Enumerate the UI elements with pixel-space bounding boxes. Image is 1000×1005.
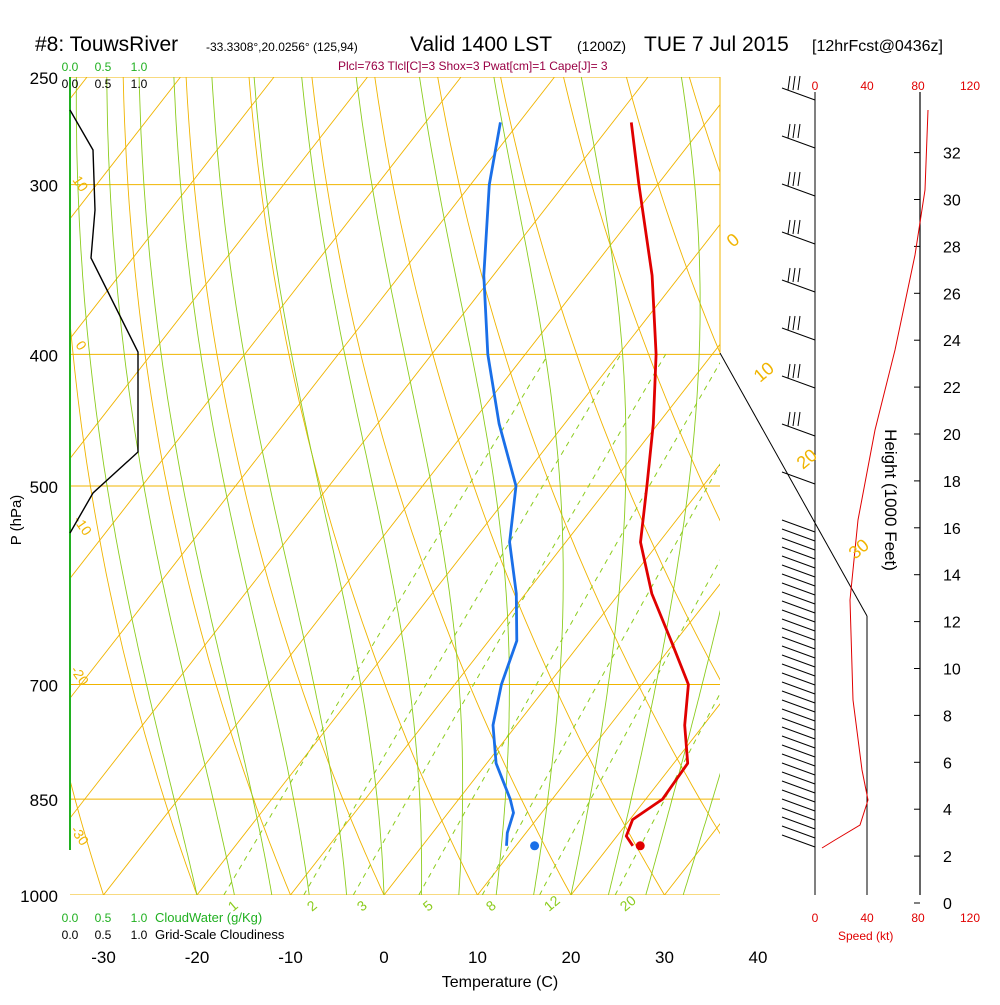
speed-tick-bottom: 80 bbox=[911, 911, 925, 925]
height-tick-label: 32 bbox=[943, 146, 961, 163]
height-tick-label: 10 bbox=[943, 662, 961, 679]
zulu-time: (1200Z) bbox=[577, 38, 626, 54]
speed-tick-top: 80 bbox=[911, 79, 925, 93]
pressure-tick-label: 250 bbox=[30, 69, 58, 88]
cloudiness-tick-bottom: 0.0 bbox=[62, 928, 79, 942]
station-title: #8: TouwsRiver bbox=[35, 33, 178, 56]
cloudiness-tick-top: 1.0 bbox=[131, 77, 148, 91]
forecast-hour: [12hrFcst@0436z] bbox=[812, 38, 943, 55]
x-tick-label: -20 bbox=[185, 948, 210, 967]
height-tick-label: 0 bbox=[943, 896, 952, 913]
pressure-tick-label: 850 bbox=[30, 791, 58, 810]
cloudiness-tick-bottom: 0.5 bbox=[95, 928, 112, 942]
x-tick-label: -10 bbox=[278, 948, 303, 967]
speed-tick-top: 0 bbox=[812, 79, 819, 93]
y-axis-title: P (hPa) bbox=[8, 495, 25, 546]
pressure-tick-label: 1000 bbox=[20, 887, 58, 906]
height-tick-label: 22 bbox=[943, 380, 961, 397]
x-tick-label: 40 bbox=[749, 948, 768, 967]
x-tick-label: 20 bbox=[562, 948, 581, 967]
height-tick-label: 30 bbox=[943, 193, 961, 210]
height-tick-label: 28 bbox=[943, 239, 961, 256]
x-axis-title: Temperature (C) bbox=[442, 974, 558, 991]
x-tick-label: 0 bbox=[379, 948, 388, 967]
height-tick-label: 26 bbox=[943, 286, 961, 303]
cloud-tick-top: 1.0 bbox=[131, 60, 148, 74]
height-tick-label: 18 bbox=[943, 474, 961, 491]
height-tick-label: 24 bbox=[943, 333, 961, 350]
forecast-date: TUE 7 Jul 2015 bbox=[644, 33, 789, 56]
surface-dewpoint-marker bbox=[530, 841, 539, 850]
cloudiness-tick-top: 0.5 bbox=[95, 77, 112, 91]
valid-time: Valid 1400 LST bbox=[410, 33, 552, 56]
cloud-tick-top: 0.0 bbox=[62, 60, 79, 74]
cloudiness-tick-bottom: 1.0 bbox=[131, 928, 148, 942]
height-tick-label: 6 bbox=[943, 755, 952, 772]
wind-speed-axis-title: Speed (kt) bbox=[838, 929, 893, 943]
cloud-tick-bottom: 0.0 bbox=[62, 911, 79, 925]
height-axis-title: Height (1000 Feet) bbox=[881, 429, 900, 571]
station-location: -33.3308°,20.0256° (125,94) bbox=[206, 40, 358, 54]
height-tick-label: 16 bbox=[943, 521, 961, 538]
height-tick-label: 14 bbox=[943, 568, 961, 585]
pressure-tick-label: 500 bbox=[30, 478, 58, 497]
cloudiness-label: Grid-Scale Cloudiness bbox=[155, 927, 285, 942]
cloud-tick-bottom: 1.0 bbox=[131, 911, 148, 925]
speed-tick-top: 120 bbox=[960, 79, 980, 93]
speed-tick-bottom: 0 bbox=[812, 911, 819, 925]
pressure-tick-label: 300 bbox=[30, 177, 58, 196]
pressure-tick-label: 400 bbox=[30, 346, 58, 365]
cloudwater-label: CloudWater (g/Kg) bbox=[155, 910, 262, 925]
height-tick-label: 4 bbox=[943, 802, 952, 819]
x-tick-label: 10 bbox=[468, 948, 487, 967]
speed-tick-top: 40 bbox=[860, 79, 874, 93]
stability-indices: Plcl=763 Tlcl[C]=3 Shox=3 Pwat[cm]=1 Cap… bbox=[338, 59, 608, 73]
speed-tick-bottom: 40 bbox=[860, 911, 874, 925]
height-tick-label: 2 bbox=[943, 849, 952, 866]
pressure-tick-label: 700 bbox=[30, 677, 58, 696]
x-tick-label: -30 bbox=[91, 948, 116, 967]
speed-tick-bottom: 120 bbox=[960, 911, 980, 925]
surface-temperature-marker bbox=[636, 841, 645, 850]
height-tick-label: 8 bbox=[943, 708, 952, 725]
x-tick-label: 30 bbox=[655, 948, 674, 967]
cloud-tick-bottom: 0.5 bbox=[95, 911, 112, 925]
cloud-tick-top: 0.5 bbox=[95, 60, 112, 74]
height-tick-label: 12 bbox=[943, 615, 961, 632]
height-tick-label: 20 bbox=[943, 427, 961, 444]
